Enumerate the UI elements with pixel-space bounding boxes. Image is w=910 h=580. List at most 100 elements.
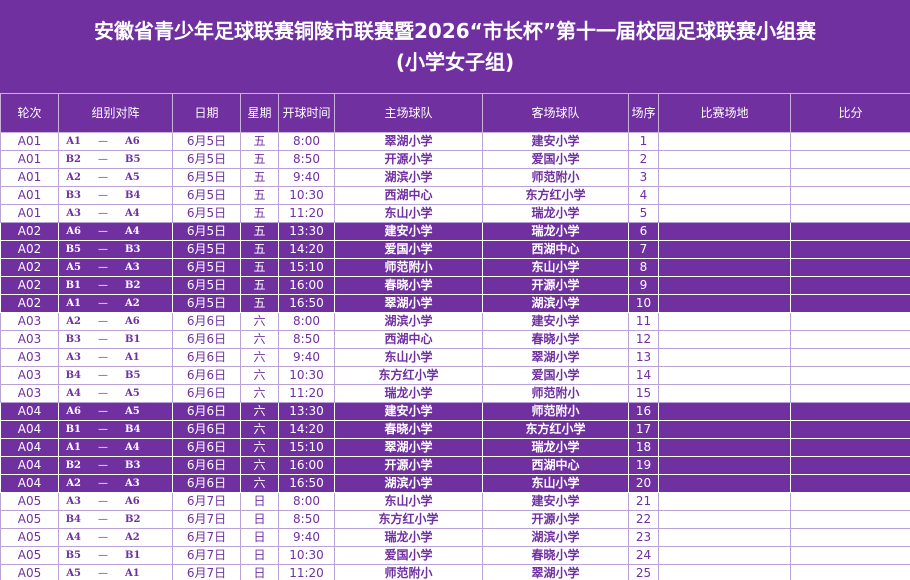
cell-venue[interactable] (658, 348, 791, 367)
cell-group[interactable]: A1 — A2 (58, 294, 173, 313)
cell-time[interactable]: 9:40 (278, 168, 335, 187)
cell-weekday[interactable]: 六 (240, 366, 279, 385)
cell-weekday[interactable]: 五 (240, 294, 279, 313)
cell-time[interactable]: 13:30 (278, 222, 335, 241)
cell-home-team[interactable]: 湖滨小学 (334, 168, 483, 187)
cell-score[interactable] (790, 258, 910, 277)
cell-date[interactable]: 6月5日 (172, 168, 241, 187)
cell-time[interactable]: 15:10 (278, 258, 335, 277)
cell-group[interactable]: B2 — B3 (58, 456, 173, 475)
cell-away-team[interactable]: 春晓小学 (482, 546, 629, 565)
cell-venue[interactable] (658, 312, 791, 331)
cell-group[interactable]: B3 — B4 (58, 186, 173, 205)
cell-order[interactable]: 16 (628, 402, 659, 421)
cell-order[interactable]: 17 (628, 420, 659, 439)
cell-score[interactable] (790, 510, 910, 529)
cell-order[interactable]: 20 (628, 474, 659, 493)
cell-order[interactable]: 12 (628, 330, 659, 349)
cell-date[interactable]: 6月6日 (172, 366, 241, 385)
cell-time[interactable]: 8:50 (278, 330, 335, 349)
cell-order[interactable]: 5 (628, 204, 659, 223)
cell-venue[interactable] (658, 384, 791, 403)
cell-score[interactable] (790, 222, 910, 241)
header-round[interactable]: 轮次 (0, 93, 59, 133)
cell-away-team[interactable]: 东方红小学 (482, 420, 629, 439)
cell-venue[interactable] (658, 402, 791, 421)
cell-score[interactable] (790, 150, 910, 169)
cell-away-team[interactable]: 东方红小学 (482, 186, 629, 205)
cell-weekday[interactable]: 五 (240, 276, 279, 295)
cell-group[interactable]: A3 — A6 (58, 492, 173, 511)
cell-venue[interactable] (658, 474, 791, 493)
cell-weekday[interactable]: 六 (240, 384, 279, 403)
cell-order[interactable]: 21 (628, 492, 659, 511)
cell-date[interactable]: 6月6日 (172, 330, 241, 349)
cell-weekday[interactable]: 六 (240, 312, 279, 331)
cell-score[interactable] (790, 366, 910, 385)
cell-round[interactable]: A02 (0, 258, 59, 277)
cell-group[interactable]: B2 — B5 (58, 150, 173, 169)
cell-weekday[interactable]: 五 (240, 168, 279, 187)
cell-venue[interactable] (658, 240, 791, 259)
cell-weekday[interactable]: 六 (240, 438, 279, 457)
cell-date[interactable]: 6月5日 (172, 186, 241, 205)
cell-date[interactable]: 6月5日 (172, 258, 241, 277)
cell-round[interactable]: A01 (0, 186, 59, 205)
cell-home-team[interactable]: 师范附小 (334, 564, 483, 580)
cell-group[interactable]: B1 — B4 (58, 420, 173, 439)
cell-date[interactable]: 6月7日 (172, 510, 241, 529)
cell-away-team[interactable]: 建安小学 (482, 132, 629, 151)
cell-home-team[interactable]: 爱国小学 (334, 240, 483, 259)
cell-group[interactable]: B5 — B3 (58, 240, 173, 259)
cell-group[interactable]: B1 — B2 (58, 276, 173, 295)
cell-weekday[interactable]: 六 (240, 474, 279, 493)
cell-home-team[interactable]: 春晓小学 (334, 420, 483, 439)
cell-round[interactable]: A04 (0, 438, 59, 457)
cell-venue[interactable] (658, 186, 791, 205)
cell-date[interactable]: 6月7日 (172, 492, 241, 511)
cell-venue[interactable] (658, 204, 791, 223)
cell-group[interactable]: A6 — A5 (58, 402, 173, 421)
cell-home-team[interactable]: 建安小学 (334, 222, 483, 241)
cell-score[interactable] (790, 330, 910, 349)
cell-venue[interactable] (658, 528, 791, 547)
cell-home-team[interactable]: 瑞龙小学 (334, 528, 483, 547)
cell-weekday[interactable]: 五 (240, 204, 279, 223)
cell-away-team[interactable]: 建安小学 (482, 312, 629, 331)
cell-venue[interactable] (658, 492, 791, 511)
cell-order[interactable]: 23 (628, 528, 659, 547)
cell-order[interactable]: 13 (628, 348, 659, 367)
cell-weekday[interactable]: 六 (240, 330, 279, 349)
cell-time[interactable]: 9:40 (278, 348, 335, 367)
header-score[interactable]: 比分 (790, 93, 910, 133)
cell-away-team[interactable]: 爱国小学 (482, 150, 629, 169)
header-group[interactable]: 组别对阵 (58, 93, 173, 133)
cell-round[interactable]: A05 (0, 510, 59, 529)
cell-round[interactable]: A04 (0, 402, 59, 421)
cell-time[interactable]: 11:20 (278, 384, 335, 403)
cell-order[interactable]: 24 (628, 546, 659, 565)
cell-round[interactable]: A03 (0, 384, 59, 403)
cell-home-team[interactable]: 东山小学 (334, 348, 483, 367)
cell-weekday[interactable]: 六 (240, 348, 279, 367)
cell-date[interactable]: 6月6日 (172, 312, 241, 331)
cell-home-team[interactable]: 翠湖小学 (334, 294, 483, 313)
cell-time[interactable]: 8:00 (278, 492, 335, 511)
cell-group[interactable]: B5 — B1 (58, 546, 173, 565)
header-order[interactable]: 场序 (628, 93, 659, 133)
cell-date[interactable]: 6月5日 (172, 294, 241, 313)
cell-time[interactable]: 8:50 (278, 510, 335, 529)
cell-away-team[interactable]: 湖滨小学 (482, 294, 629, 313)
cell-round[interactable]: A01 (0, 168, 59, 187)
cell-round[interactable]: A05 (0, 492, 59, 511)
cell-time[interactable]: 8:00 (278, 132, 335, 151)
cell-date[interactable]: 6月6日 (172, 402, 241, 421)
cell-date[interactable]: 6月7日 (172, 564, 241, 580)
cell-venue[interactable] (658, 330, 791, 349)
cell-group[interactable]: A2 — A5 (58, 168, 173, 187)
cell-score[interactable] (790, 564, 910, 580)
cell-venue[interactable] (658, 258, 791, 277)
cell-venue[interactable] (658, 510, 791, 529)
header-time[interactable]: 开球时间 (278, 93, 335, 133)
cell-home-team[interactable]: 翠湖小学 (334, 438, 483, 457)
